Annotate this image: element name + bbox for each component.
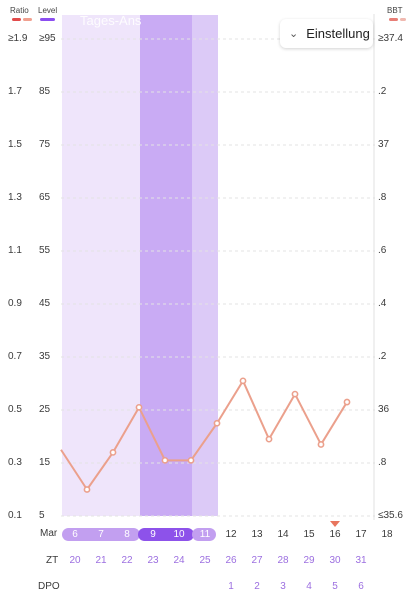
settings-button-label: Einstellung [306, 26, 370, 41]
zt-cell[interactable]: 28 [277, 555, 289, 566]
bbt-tick-label: .2 [378, 86, 387, 97]
level-tick-label: 5 [39, 510, 45, 521]
zt-cell[interactable]: 24 [173, 555, 185, 566]
bbt-tick-label: .8 [378, 192, 387, 203]
legend-bbt-swatch [389, 18, 398, 21]
level-tick-label: 45 [39, 298, 51, 309]
zt-cell[interactable]: 31 [355, 555, 367, 566]
level-tick-label: ≥95 [39, 33, 56, 44]
zt-cell[interactable]: 30 [329, 555, 341, 566]
legend-ratio-label: Ratio [10, 6, 29, 15]
data-point [187, 456, 195, 464]
day-cell[interactable]: 14 [277, 529, 289, 540]
ratio-tick-label: 0.1 [8, 510, 22, 521]
data-point [213, 419, 221, 427]
ratio-tick-label: 1.3 [8, 192, 22, 203]
ratio-tick-label: 1.7 [8, 86, 22, 97]
chevron-down-icon: ⌄ [289, 28, 299, 40]
ratio-tick-label: 0.5 [8, 404, 22, 415]
ratio-tick-label: 0.3 [8, 457, 22, 468]
legend-ratio-swatch-2 [23, 18, 32, 21]
legend-ratio-swatch [12, 18, 21, 21]
level-tick-label: 65 [39, 192, 51, 203]
zt-cell[interactable]: 26 [225, 555, 237, 566]
month-label: Mar [40, 528, 58, 539]
ratio-tick-label: 0.7 [8, 351, 22, 362]
data-point [83, 486, 91, 493]
day-cell[interactable]: 13 [251, 529, 263, 540]
ratio-tick-label: 1.5 [8, 139, 22, 150]
legend-level-swatch [40, 18, 55, 21]
zt-cell[interactable]: 29 [303, 555, 315, 566]
today-marker [330, 521, 340, 527]
data-point [135, 403, 143, 411]
bbt-tick-label: 36 [378, 404, 390, 415]
day-cell[interactable]: 8 [124, 529, 130, 540]
zt-cell[interactable]: 20 [69, 555, 81, 566]
dpo-cell[interactable]: 3 [280, 581, 286, 592]
ratio-tick-label: ≥1.9 [8, 33, 28, 44]
day-cell[interactable]: 10 [173, 529, 185, 540]
day-pill-light [192, 528, 216, 541]
bbt-tick-label: .2 [378, 351, 387, 362]
day-cell[interactable]: 15 [303, 529, 315, 540]
zt-cell[interactable]: 27 [251, 555, 263, 566]
dpo-cell[interactable]: 6 [358, 581, 364, 592]
bbt-line [60, 379, 348, 491]
data-point [265, 435, 273, 443]
bbt-tick-label: .6 [378, 245, 387, 256]
day-cell[interactable]: 6 [72, 529, 78, 540]
dpo-cell[interactable]: 5 [332, 581, 338, 592]
bbt-tick-label: .8 [378, 457, 387, 468]
dpo-cell[interactable]: 4 [306, 581, 312, 592]
shaded-band-dark [140, 15, 192, 516]
day-cell[interactable]: 18 [381, 529, 393, 540]
shaded-band-mid [192, 15, 218, 516]
zt-cell[interactable]: 21 [95, 555, 107, 566]
zt-cell[interactable]: 22 [121, 555, 133, 566]
data-point [343, 398, 351, 406]
day-cell[interactable]: 9 [150, 529, 156, 540]
bbt-tick-label: 37 [378, 139, 390, 150]
level-tick-label: 35 [39, 351, 51, 362]
data-point [291, 390, 299, 398]
view-mode-label[interactable]: Tages-Ans [80, 13, 142, 28]
level-tick-label: 75 [39, 139, 51, 150]
settings-button[interactable]: ⌄ Einstellung [280, 19, 373, 48]
day-cell[interactable]: 7 [98, 529, 104, 540]
legend-level-label: Level [38, 6, 58, 15]
zt-row-label: ZT [46, 555, 59, 566]
dpo-cell[interactable]: 2 [254, 581, 260, 592]
data-point [161, 456, 169, 464]
level-tick-label: 85 [39, 86, 51, 97]
shaded-band-light [62, 15, 140, 516]
day-cell[interactable]: 12 [225, 529, 237, 540]
zt-cell[interactable]: 23 [147, 555, 159, 566]
legend-bbt-swatch-2 [400, 18, 406, 21]
day-pill-light [62, 528, 140, 541]
bbt-tick-label: .4 [378, 298, 387, 309]
day-cell[interactable]: 11 [199, 529, 211, 540]
data-point [239, 377, 247, 385]
ratio-tick-label: 0.9 [8, 298, 22, 309]
day-cell[interactable]: 16 [329, 529, 341, 540]
day-cell[interactable]: 17 [355, 529, 367, 540]
ratio-tick-label: 1.1 [8, 245, 22, 256]
level-tick-label: 15 [39, 457, 51, 468]
level-tick-label: 55 [39, 245, 51, 256]
day-pill-dark [138, 528, 194, 541]
data-point [109, 448, 117, 456]
data-point [317, 441, 325, 448]
dpo-cell[interactable]: 1 [228, 581, 234, 592]
bbt-tick-label: ≤35.6 [378, 510, 403, 521]
bbt-tick-label: ≥37.4 [378, 33, 403, 44]
level-tick-label: 25 [39, 404, 51, 415]
legend-bbt-label: BBT [387, 6, 403, 15]
dpo-row-label: DPO [38, 581, 60, 592]
zt-cell[interactable]: 25 [199, 555, 211, 566]
